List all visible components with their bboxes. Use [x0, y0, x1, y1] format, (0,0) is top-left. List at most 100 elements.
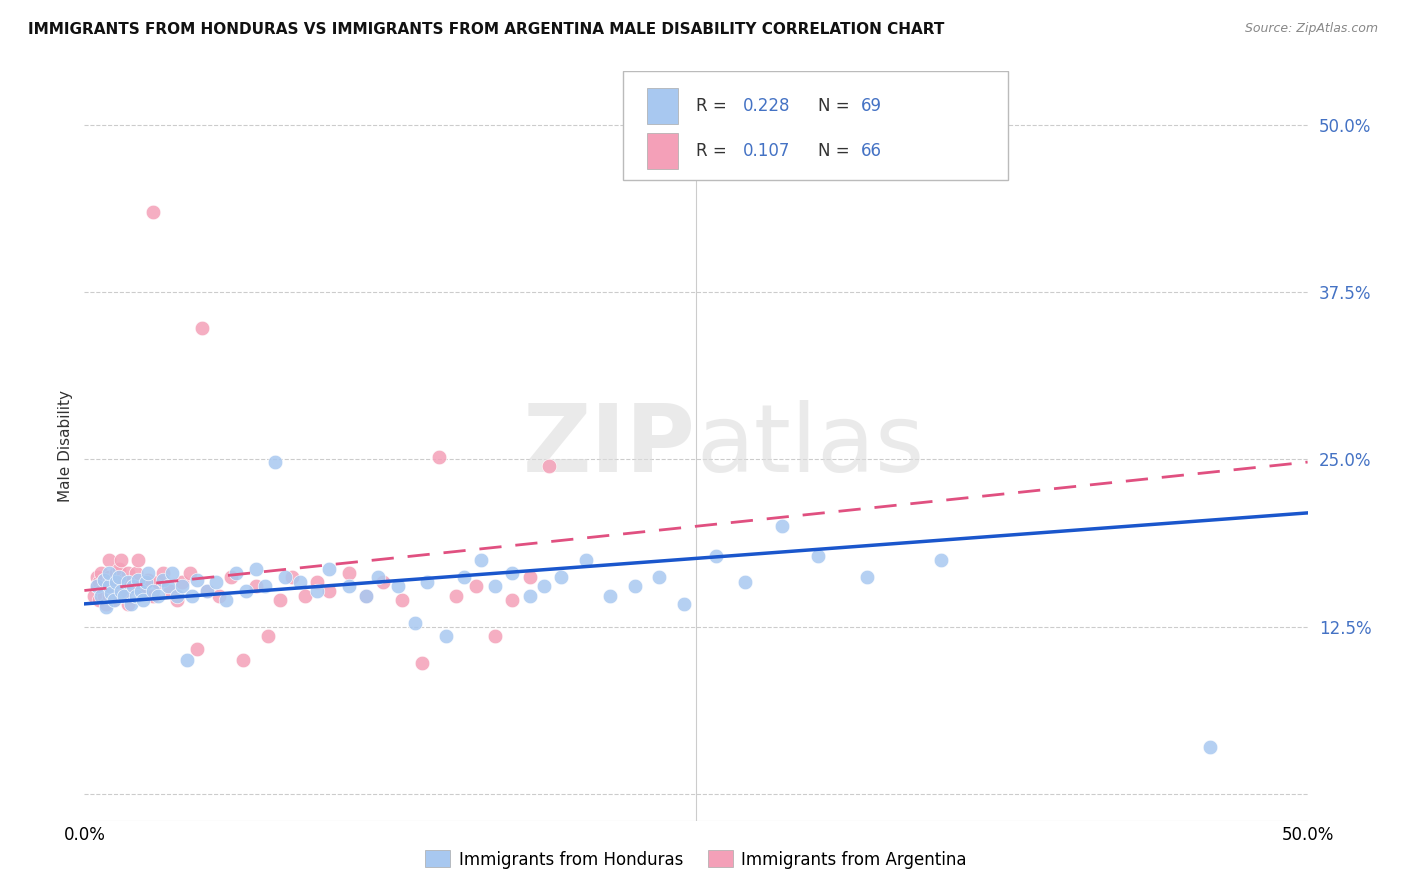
Immigrants from Honduras [225, 566, 247, 581]
Immigrants from Argentina [97, 553, 120, 567]
Immigrants from Argentina [97, 570, 120, 584]
Text: R =: R = [696, 142, 733, 160]
Immigrants from Argentina [117, 566, 139, 581]
Immigrants from Argentina [294, 589, 316, 603]
Immigrants from Honduras [172, 580, 194, 594]
Immigrants from Argentina [354, 589, 377, 603]
Immigrants from Honduras [112, 589, 135, 603]
Immigrants from Honduras [136, 566, 159, 581]
Immigrants from Argentina [208, 589, 231, 603]
Immigrants from Argentina [391, 593, 413, 607]
Immigrants from Honduras [484, 580, 506, 594]
Immigrants from Honduras [166, 589, 188, 603]
Immigrants from Argentina [519, 570, 541, 584]
Immigrants from Honduras [367, 570, 389, 584]
Immigrants from Honduras [215, 593, 238, 607]
Immigrants from Honduras [519, 589, 541, 603]
Immigrants from Honduras [734, 575, 756, 590]
Immigrants from Argentina [142, 205, 165, 219]
Text: 66: 66 [860, 142, 882, 160]
Immigrants from Honduras [176, 653, 198, 667]
Immigrants from Argentina [103, 575, 125, 590]
Text: atlas: atlas [696, 400, 924, 492]
Immigrants from Honduras [807, 549, 830, 563]
Immigrants from Argentina [112, 589, 135, 603]
Immigrants from Argentina [86, 570, 108, 584]
Immigrants from Honduras [90, 589, 112, 603]
Immigrants from Honduras [1198, 740, 1220, 755]
Immigrants from Honduras [127, 573, 149, 587]
Text: N =: N = [818, 142, 855, 160]
Immigrants from Argentina [179, 566, 201, 581]
Immigrants from Honduras [122, 580, 145, 594]
Immigrants from Honduras [107, 570, 129, 584]
Immigrants from Honduras [354, 589, 377, 603]
Immigrants from Honduras [274, 570, 297, 584]
Immigrants from Argentina [318, 583, 340, 598]
Immigrants from Argentina [371, 575, 394, 590]
Immigrants from Honduras [624, 580, 647, 594]
Immigrants from Honduras [110, 583, 132, 598]
Immigrants from Argentina [191, 321, 214, 335]
Immigrants from Honduras [195, 583, 218, 598]
Immigrants from Argentina [107, 562, 129, 576]
Immigrants from Honduras [387, 580, 409, 594]
Immigrants from Argentina [100, 573, 122, 587]
Text: 69: 69 [860, 97, 882, 115]
Immigrants from Honduras [337, 580, 360, 594]
Immigrants from Honduras [533, 580, 555, 594]
Immigrants from Honduras [146, 589, 169, 603]
Immigrants from Argentina [87, 575, 110, 590]
Immigrants from Argentina [103, 593, 125, 607]
Immigrants from Honduras [404, 615, 426, 630]
Immigrants from Argentina [219, 570, 242, 584]
Immigrants from Honduras [181, 589, 204, 603]
Immigrants from Honduras [575, 553, 598, 567]
Immigrants from Honduras [704, 549, 727, 563]
Immigrants from Honduras [86, 580, 108, 594]
Immigrants from Argentina [136, 573, 159, 587]
Immigrants from Honduras [599, 589, 621, 603]
Immigrants from Honduras [470, 553, 492, 567]
Immigrants from Honduras [254, 580, 277, 594]
Immigrants from Argentina [110, 580, 132, 594]
Immigrants from Honduras [186, 573, 208, 587]
Immigrants from Honduras [132, 593, 155, 607]
Immigrants from Argentina [132, 583, 155, 598]
Text: IMMIGRANTS FROM HONDURAS VS IMMIGRANTS FROM ARGENTINA MALE DISABILITY CORRELATIO: IMMIGRANTS FROM HONDURAS VS IMMIGRANTS F… [28, 22, 945, 37]
Immigrants from Honduras [135, 575, 157, 590]
Immigrants from Honduras [103, 593, 125, 607]
Immigrants from Argentina [90, 583, 112, 598]
Immigrants from Honduras [416, 575, 439, 590]
Immigrants from Honduras [129, 583, 152, 598]
Immigrants from Honduras [93, 573, 115, 587]
Immigrants from Honduras [117, 575, 139, 590]
Text: R =: R = [696, 97, 733, 115]
Text: N =: N = [818, 97, 855, 115]
Immigrants from Honduras [152, 573, 174, 587]
Immigrants from Argentina [142, 589, 165, 603]
Text: 0.107: 0.107 [742, 142, 790, 160]
Immigrants from Honduras [156, 580, 179, 594]
Immigrants from Argentina [122, 580, 145, 594]
Text: 0.228: 0.228 [742, 97, 790, 115]
Immigrants from Argentina [411, 656, 433, 670]
Immigrants from Argentina [90, 566, 112, 581]
Immigrants from Honduras [105, 575, 128, 590]
Immigrants from Argentina [484, 629, 506, 643]
Immigrants from Argentina [86, 580, 108, 594]
Immigrants from Argentina [152, 566, 174, 581]
Immigrants from Honduras [162, 566, 184, 581]
Immigrants from Argentina [112, 573, 135, 587]
Immigrants from Honduras [97, 566, 120, 581]
Immigrants from Honduras [125, 589, 148, 603]
Immigrants from Honduras [120, 597, 142, 611]
Bar [647, 133, 678, 169]
Immigrants from Argentina [93, 573, 115, 587]
Immigrants from Argentina [110, 553, 132, 567]
Y-axis label: Male Disability: Male Disability [58, 390, 73, 502]
Immigrants from Argentina [83, 589, 105, 603]
Immigrants from Honduras [97, 580, 120, 594]
Immigrants from Argentina [427, 450, 450, 464]
Immigrants from Argentina [245, 580, 267, 594]
